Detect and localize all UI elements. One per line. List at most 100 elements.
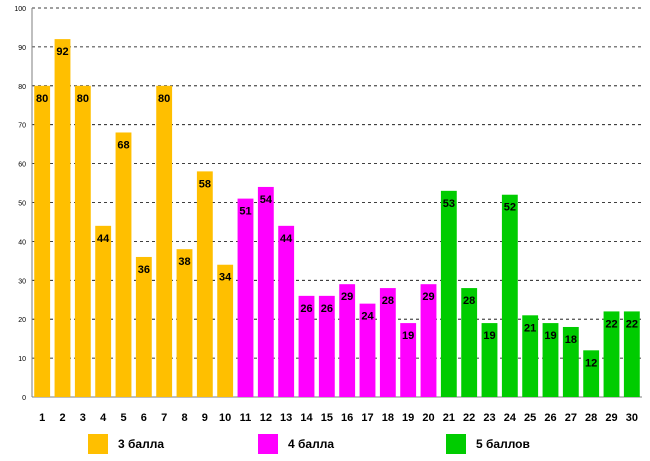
bar (74, 85, 91, 398)
bar (501, 194, 518, 397)
data-label: 29 (341, 291, 353, 303)
y-tick-label: 20 (18, 317, 26, 324)
data-label: 24 (361, 311, 374, 323)
data-label: 26 (321, 303, 333, 315)
x-tick-label: 4 (100, 412, 107, 424)
legend-item-3-balla: 3 балла (88, 433, 164, 455)
data-label: 92 (56, 46, 68, 58)
y-tick-label: 30 (18, 278, 26, 285)
y-tick-label: 90 (18, 45, 26, 52)
data-label: 51 (239, 206, 251, 218)
bar (237, 198, 254, 397)
x-tick-label: 13 (280, 412, 292, 424)
data-label: 36 (138, 264, 150, 276)
x-tick-label: 16 (341, 412, 353, 424)
x-tick-label: 24 (504, 412, 517, 424)
bar (278, 225, 295, 397)
y-tick-label: 40 (18, 239, 26, 246)
legend-label-4-balla: 4 балла (288, 437, 335, 451)
bar (115, 132, 132, 398)
x-tick-label: 29 (605, 412, 617, 424)
bar (481, 323, 498, 397)
data-label: 52 (504, 202, 516, 214)
y-tick-label: 100 (14, 6, 26, 13)
data-label: 21 (524, 322, 536, 334)
x-tick-label: 3 (80, 412, 86, 424)
data-label: 44 (280, 233, 293, 245)
x-tick-label: 28 (585, 412, 597, 424)
data-label: 19 (483, 330, 495, 342)
x-tick-label: 27 (565, 412, 577, 424)
bar (522, 315, 539, 397)
bar (34, 85, 51, 398)
data-label: 26 (300, 303, 312, 315)
data-label: 58 (199, 178, 211, 190)
x-tick-label: 30 (626, 412, 638, 424)
data-label: 80 (36, 93, 48, 105)
bar (196, 171, 213, 397)
data-label: 22 (605, 318, 617, 330)
x-tick-label: 23 (483, 412, 495, 424)
bar (54, 39, 71, 398)
data-label: 19 (402, 330, 414, 342)
data-label: 44 (97, 233, 110, 245)
data-label: 12 (585, 357, 597, 369)
x-tick-label: 25 (524, 412, 536, 424)
x-tick-label: 14 (300, 412, 313, 424)
x-tick-label: 11 (240, 412, 252, 424)
data-label: 34 (219, 272, 232, 284)
bar (379, 288, 396, 397)
legend-swatch-3-balla (88, 434, 108, 454)
bar (298, 295, 315, 397)
bar (359, 303, 376, 397)
x-tick-label: 21 (443, 412, 455, 424)
x-tick-label: 10 (219, 412, 231, 424)
legend-item-4-balla: 4 балла (258, 433, 334, 455)
x-tick-label: 19 (402, 412, 414, 424)
x-tick-label: 8 (181, 412, 187, 424)
bar (318, 295, 335, 397)
data-label: 38 (178, 256, 190, 268)
bar (400, 323, 417, 397)
bar (135, 256, 152, 397)
bar (623, 311, 640, 397)
data-label: 28 (382, 295, 394, 307)
data-label: 80 (158, 93, 170, 105)
x-tick-label: 20 (422, 412, 434, 424)
x-tick-label: 7 (161, 412, 167, 424)
y-tick-label: 10 (18, 356, 26, 363)
data-label: 18 (565, 334, 577, 346)
x-tick-label: 12 (260, 412, 272, 424)
bar (420, 284, 437, 397)
data-label: 54 (260, 194, 273, 206)
bar (176, 249, 193, 397)
bar (440, 190, 457, 397)
legend-swatch-4-balla (258, 434, 278, 454)
legend-swatch-5-ballov (446, 434, 466, 454)
bar (95, 225, 112, 397)
data-label: 80 (77, 93, 89, 105)
bar (257, 186, 274, 397)
y-tick-label: 50 (18, 201, 26, 208)
x-tick-label: 17 (361, 412, 373, 424)
x-tick-label: 18 (382, 412, 394, 424)
bar (156, 85, 173, 398)
y-tick-label: 60 (18, 162, 26, 169)
x-tick-label: 5 (120, 412, 126, 424)
data-label: 28 (463, 295, 475, 307)
legend-label-3-balla: 3 балла (118, 437, 165, 451)
x-tick-label: 15 (321, 412, 333, 424)
bar (461, 288, 478, 397)
bar (583, 350, 600, 397)
data-label: 53 (443, 198, 455, 210)
data-label: 19 (544, 330, 556, 342)
x-tick-label: 1 (39, 412, 45, 424)
data-label: 29 (422, 291, 434, 303)
data-label: 68 (117, 139, 129, 151)
x-tick-label: 9 (202, 412, 208, 424)
y-tick-label: 80 (18, 84, 26, 91)
y-tick-label: 70 (18, 123, 26, 130)
legend-label-5-ballov: 5 баллов (476, 437, 530, 451)
bar (542, 323, 559, 397)
